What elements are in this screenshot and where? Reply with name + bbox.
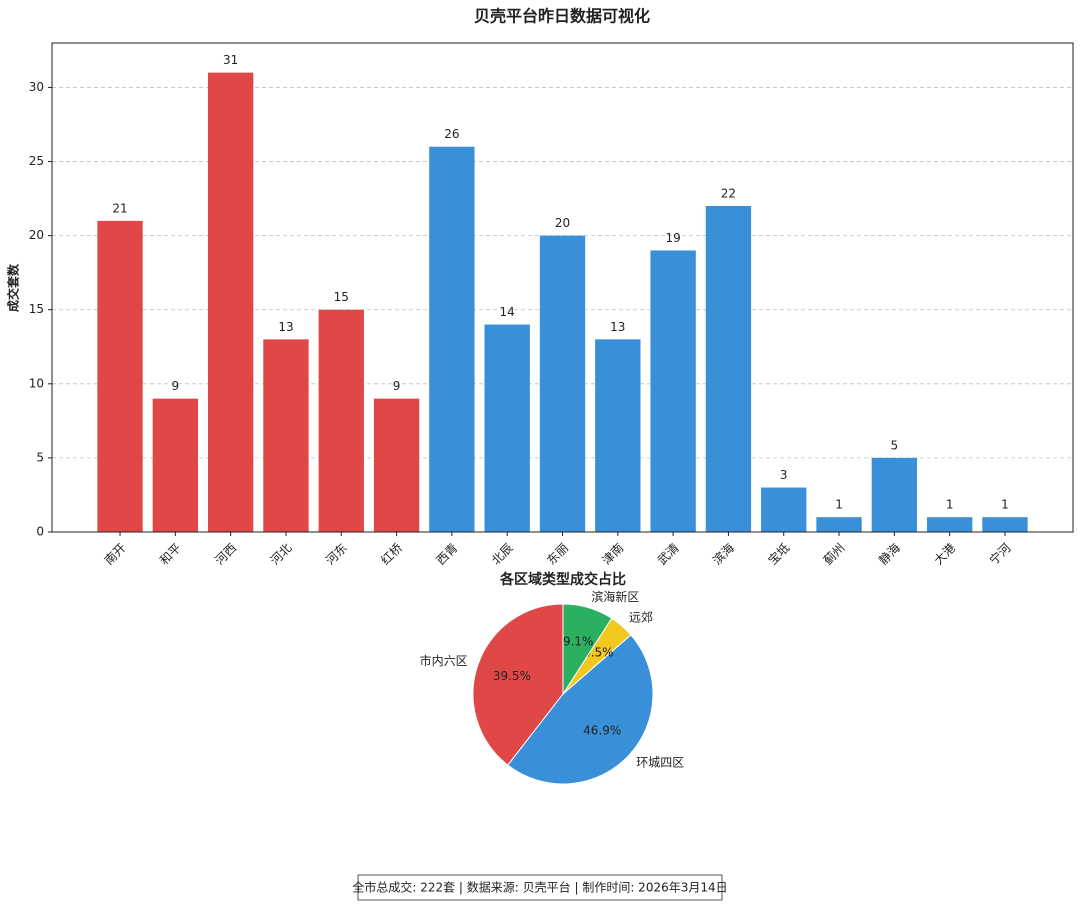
data-label: 26 xyxy=(444,127,459,141)
slice-percent: 39.5% xyxy=(493,669,531,683)
bar xyxy=(207,72,254,533)
y-tick-label: 15 xyxy=(29,302,44,316)
y-tick-label: 30 xyxy=(29,80,44,94)
data-label: 9 xyxy=(393,379,401,393)
chart-title: 贝壳平台昨日数据可视化 xyxy=(474,7,650,26)
data-label: 3 xyxy=(780,468,788,482)
bar xyxy=(429,146,475,532)
x-tick-label: 宁河 xyxy=(986,540,1014,568)
chart-title: 各区域类型成交占比 xyxy=(499,571,626,588)
data-label: 31 xyxy=(223,53,238,67)
bar xyxy=(484,324,530,532)
x-tick-label: 滨海 xyxy=(709,540,737,568)
x-tick-label: 红桥 xyxy=(378,540,406,568)
data-label: 5 xyxy=(891,438,899,452)
x-tick-label: 河北 xyxy=(268,541,295,568)
pie-slice xyxy=(562,603,613,696)
bar xyxy=(152,398,199,532)
bar xyxy=(982,517,1028,532)
y-tick-label: 5 xyxy=(36,450,44,464)
bar xyxy=(263,339,309,532)
data-label: 9 xyxy=(172,379,180,393)
x-tick-label: 北辰 xyxy=(489,541,516,568)
y-tick-label: 25 xyxy=(29,154,44,168)
x-tick-label: 静海 xyxy=(875,540,903,568)
slice-percent: 46.9% xyxy=(583,724,621,738)
y-axis-label: 成交套数 xyxy=(6,263,21,312)
x-tick-label: 南开 xyxy=(101,540,129,568)
data-label: 13 xyxy=(610,320,625,334)
data-label: 14 xyxy=(500,305,515,319)
data-label: 1 xyxy=(1001,498,1009,512)
pie-slice xyxy=(472,603,564,766)
data-label: 20 xyxy=(555,216,570,230)
bar xyxy=(539,235,586,533)
data-label: 15 xyxy=(334,290,349,304)
data-label: 19 xyxy=(665,231,680,245)
footer: 全市总成交: 222套 | 数据来源: 贝壳平台 | 制作时间: 2026年3月… xyxy=(352,880,727,895)
x-tick-label: 河东 xyxy=(323,541,350,568)
slice-label: 滨海新区 xyxy=(591,589,639,604)
bar xyxy=(705,206,752,532)
bar xyxy=(761,487,807,532)
bar xyxy=(650,250,696,533)
slice-label: 环城四区 xyxy=(636,756,684,770)
bar xyxy=(373,398,420,532)
x-tick-label: 西青 xyxy=(434,541,461,568)
bar xyxy=(318,309,364,532)
x-tick-label: 津南 xyxy=(599,540,627,568)
bar xyxy=(926,517,973,532)
x-tick-label: 东丽 xyxy=(544,541,571,568)
x-tick-label: 和平 xyxy=(157,541,184,568)
data-label: 22 xyxy=(721,187,736,201)
y-tick-label: 0 xyxy=(36,525,44,539)
data-label: 1 xyxy=(835,498,843,512)
pie-slice xyxy=(507,634,654,785)
x-tick-label: 宝坻 xyxy=(765,540,793,568)
data-label: 13 xyxy=(278,320,293,334)
slice-percent: 9.1% xyxy=(563,635,594,649)
bar xyxy=(595,339,641,532)
data-label: 21 xyxy=(112,201,127,215)
y-tick-label: 20 xyxy=(29,228,44,242)
x-tick-label: 河西 xyxy=(212,541,239,568)
x-tick-label: 武清 xyxy=(655,541,682,568)
slice-label: 市内六区 xyxy=(420,653,468,668)
x-tick-label: 大港 xyxy=(931,541,958,568)
bar xyxy=(97,220,143,532)
y-tick-label: 10 xyxy=(29,376,44,390)
bar xyxy=(871,457,918,532)
plot-frame xyxy=(51,42,1074,533)
x-tick-label: 蓟州 xyxy=(821,541,848,568)
data-label: 1 xyxy=(946,498,954,512)
bar xyxy=(816,517,862,532)
slice-label: 远郊 xyxy=(629,610,653,624)
footer-box xyxy=(357,874,723,901)
